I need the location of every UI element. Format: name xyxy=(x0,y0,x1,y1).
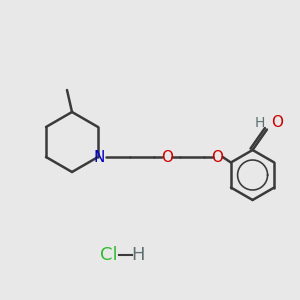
Text: O: O xyxy=(161,149,173,164)
Text: O: O xyxy=(271,115,283,130)
Text: O: O xyxy=(212,149,224,164)
Text: H: H xyxy=(131,246,145,264)
Text: Cl: Cl xyxy=(100,246,118,264)
Text: N: N xyxy=(93,149,105,164)
Text: H: H xyxy=(255,116,265,130)
